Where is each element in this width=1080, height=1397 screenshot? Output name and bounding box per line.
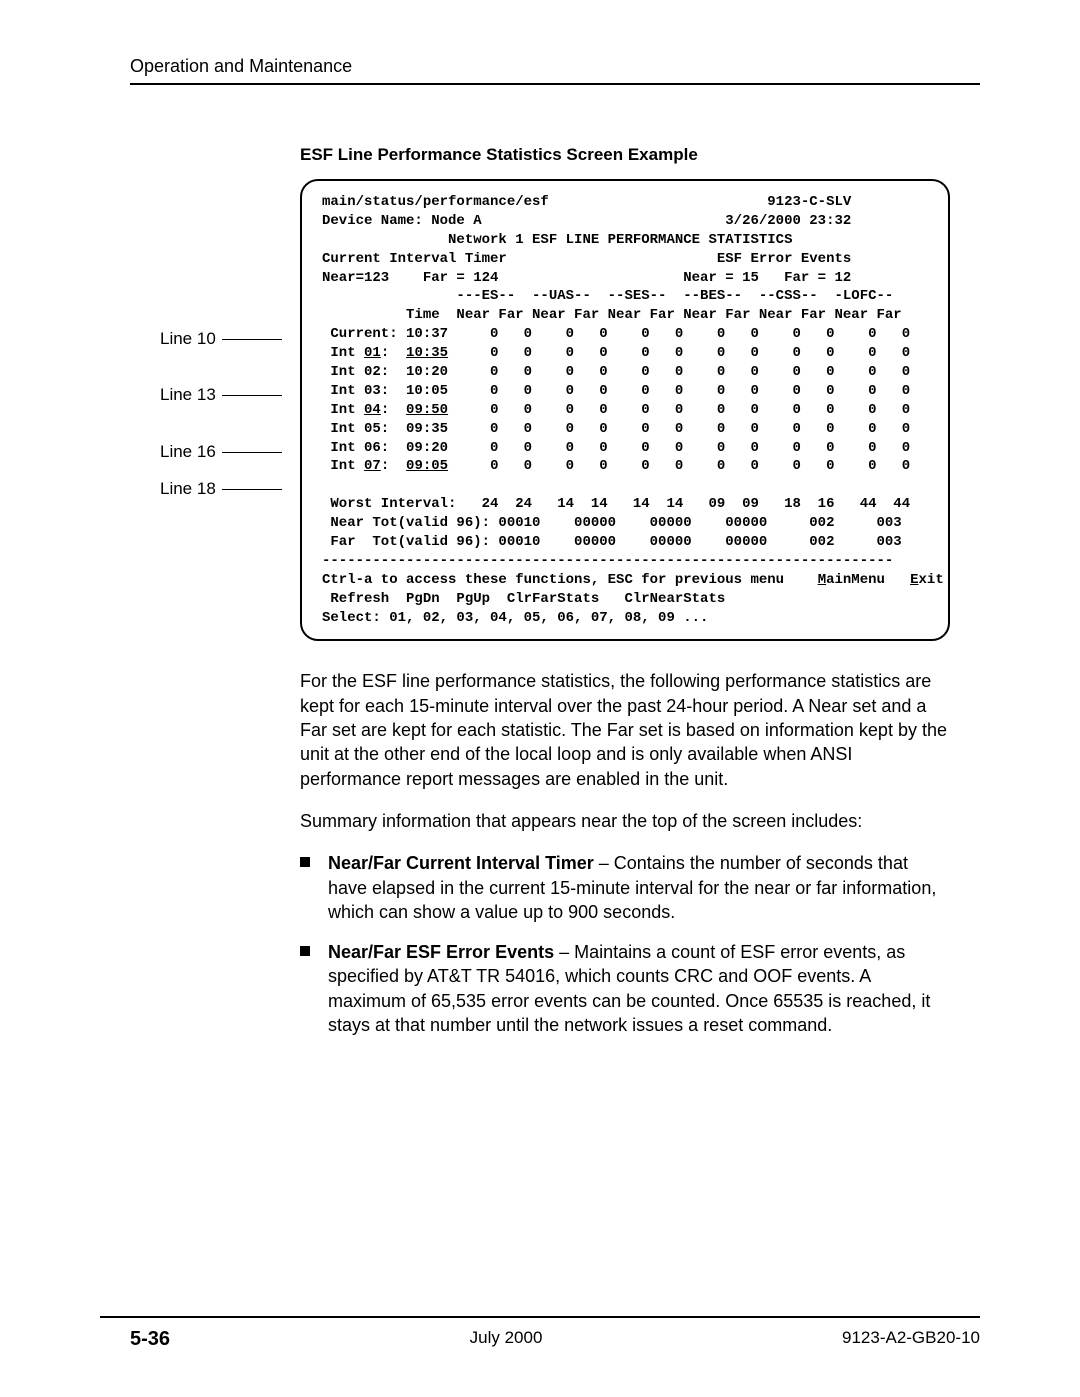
body-text: For the ESF line performance statistics,… — [300, 669, 950, 1037]
page-footer: 5-36 July 2000 9123-A2-GB20-10 — [100, 1316, 980, 1351]
bullet-item: Near/Far ESF Error Events – Maintains a … — [300, 940, 950, 1037]
footer-center: July 2000 — [470, 1328, 543, 1351]
page-header: Operation and Maintenance — [130, 56, 980, 85]
line-callout: Line 13 — [160, 385, 282, 405]
section-title: ESF Line Performance Statistics Screen E… — [300, 145, 950, 165]
bullet-item: Near/Far Current Interval Timer – Contai… — [300, 851, 950, 924]
footer-right: 9123-A2-GB20-10 — [842, 1328, 980, 1351]
paragraph-2: Summary information that appears near th… — [300, 809, 950, 833]
paragraph-1: For the ESF line performance statistics,… — [300, 669, 950, 790]
line-callout: Line 16 — [160, 442, 282, 462]
terminal-screen: main/status/performance/esf 9123-C-SLVDe… — [300, 179, 950, 641]
page-number: 5-36 — [130, 1328, 170, 1351]
line-callout: Line 18 — [160, 479, 282, 499]
bullet-list: Near/Far Current Interval Timer – Contai… — [300, 851, 950, 1037]
line-callout: Line 10 — [160, 329, 282, 349]
terminal-wrap: Line 10Line 13Line 16Line 18 main/status… — [300, 179, 950, 641]
